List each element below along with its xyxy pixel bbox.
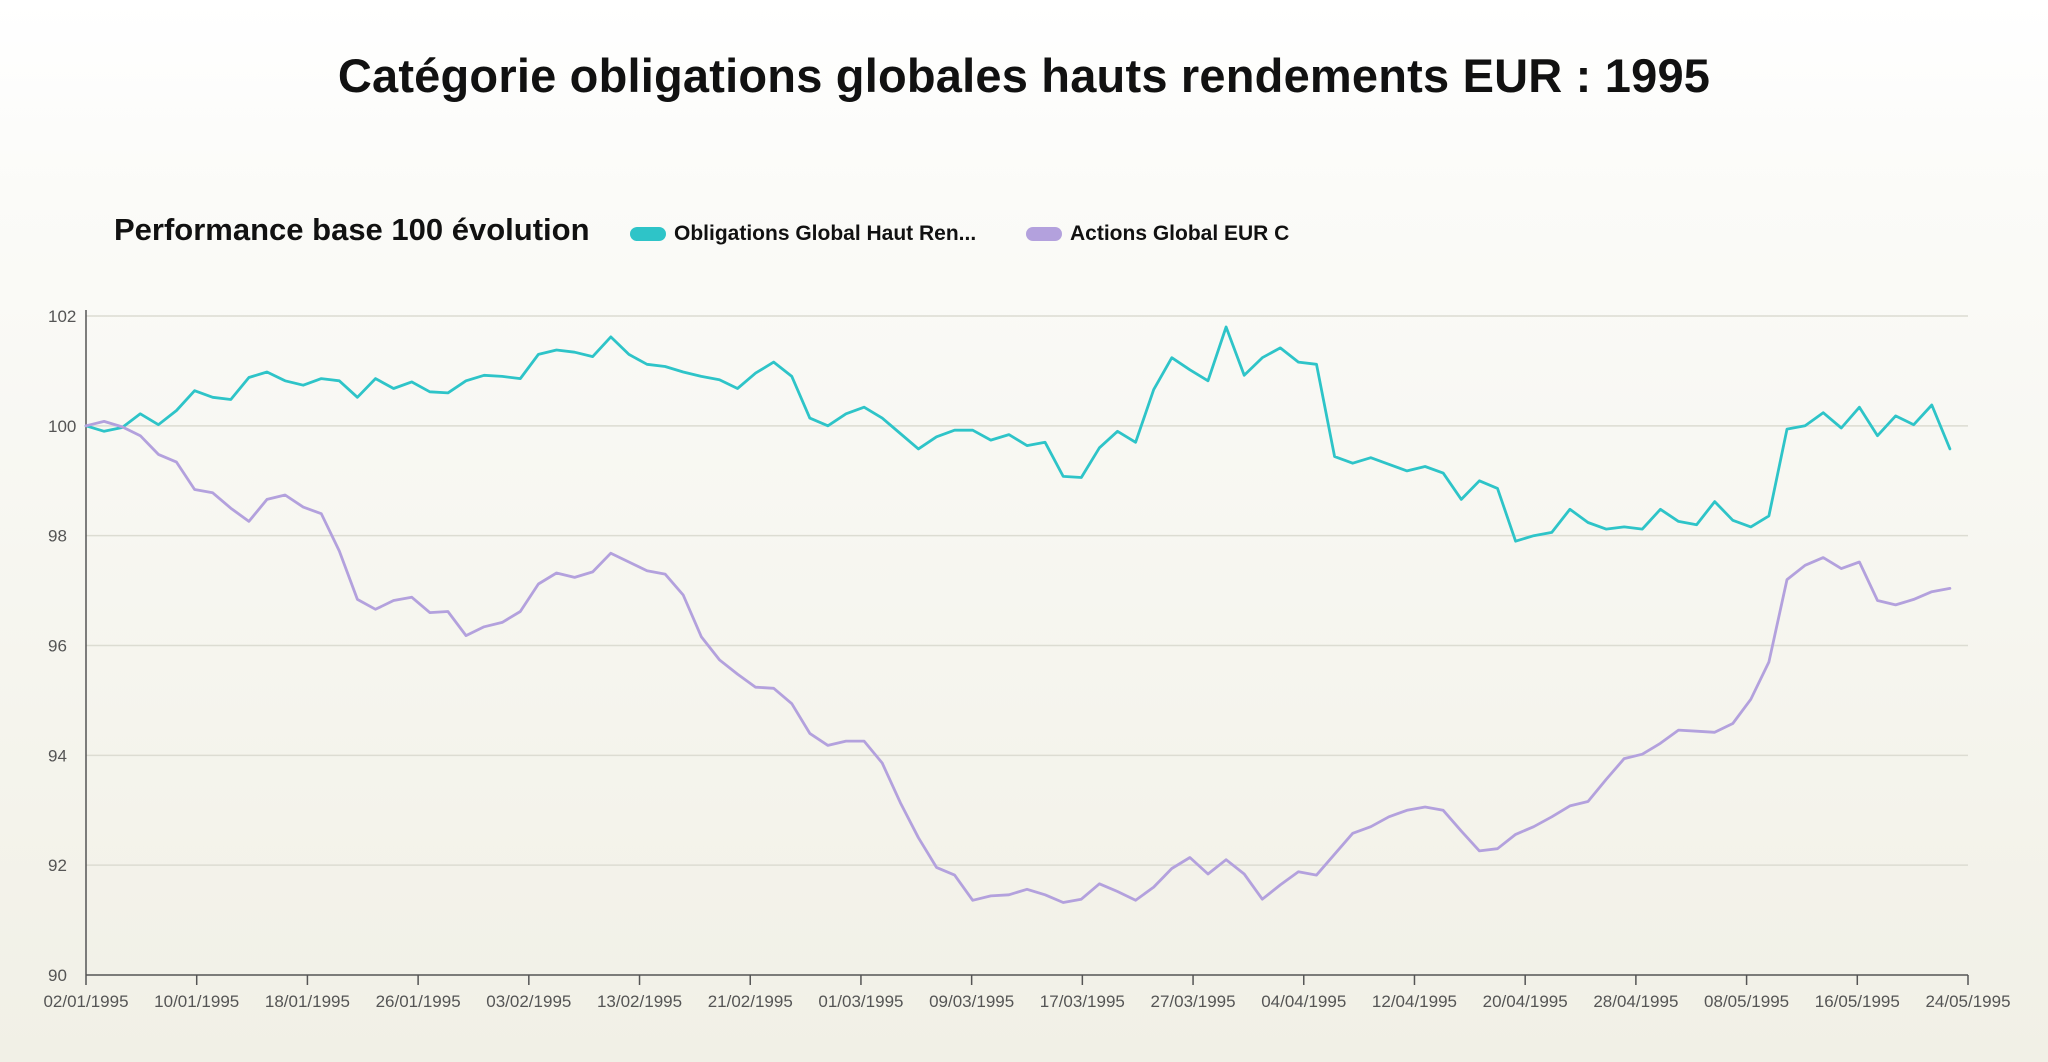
chart-subtitle: Performance base 100 évolution	[114, 212, 590, 247]
series-lines	[84, 325, 1952, 904]
x-tick-label: 16/05/1995	[1815, 992, 1900, 1011]
x-axis: 02/01/1995 10/01/1995 18/01/1995 26/01/1995…	[43, 974, 2011, 1011]
x-tick-label: 24/05/1995	[1925, 992, 2010, 1011]
grid-lines	[86, 315, 1968, 866]
y-tick-label: 100	[48, 417, 76, 436]
legend-item-actions[interactable]: Actions Global EUR C	[1026, 222, 1289, 246]
chart-title: Catégorie obligations globales hauts ren…	[337, 49, 1711, 102]
y-axis: 90 92 94 96 98 100 102	[48, 307, 87, 985]
legend-swatch-obligations	[630, 227, 666, 241]
y-tick-label: 98	[48, 527, 67, 546]
legend-label-actions: Actions Global EUR C	[1070, 222, 1290, 245]
x-tick-label: 01/03/1995	[818, 992, 903, 1011]
x-tick-label: 10/01/1995	[154, 992, 239, 1011]
y-tick-label: 96	[48, 637, 67, 656]
x-tick-label: 28/04/1995	[1593, 992, 1678, 1011]
x-tick-label: 21/02/1995	[708, 992, 793, 1011]
y-tick-label: 92	[48, 856, 67, 875]
series-line-actions[interactable]	[84, 419, 1952, 904]
x-tick-label: 12/04/1995	[1372, 992, 1457, 1011]
x-tick-label: 03/02/1995	[486, 992, 571, 1011]
series-line-obligations[interactable]	[84, 325, 1952, 543]
x-tick-label: 08/05/1995	[1704, 992, 1789, 1011]
x-tick-label: 27/03/1995	[1151, 992, 1236, 1011]
x-tick-label: 26/01/1995	[376, 992, 461, 1011]
x-tick-label: 18/01/1995	[265, 992, 350, 1011]
y-tick-label: 102	[48, 307, 76, 326]
x-tick-label: 02/01/1995	[43, 992, 128, 1011]
x-tick-label: 04/04/1995	[1261, 992, 1346, 1011]
x-tick-label: 20/04/1995	[1483, 992, 1568, 1011]
x-tick-label: 13/02/1995	[597, 992, 682, 1011]
legend-label-obligations: Obligations Global Haut Ren...	[674, 222, 977, 245]
x-tick-label: 17/03/1995	[1040, 992, 1125, 1011]
x-tick-label: 09/03/1995	[929, 992, 1014, 1011]
legend-item-obligations[interactable]: Obligations Global Haut Ren...	[630, 222, 976, 246]
y-tick-label: 90	[48, 966, 67, 985]
legend-swatch-actions	[1026, 227, 1062, 241]
y-tick-label: 94	[48, 746, 67, 765]
